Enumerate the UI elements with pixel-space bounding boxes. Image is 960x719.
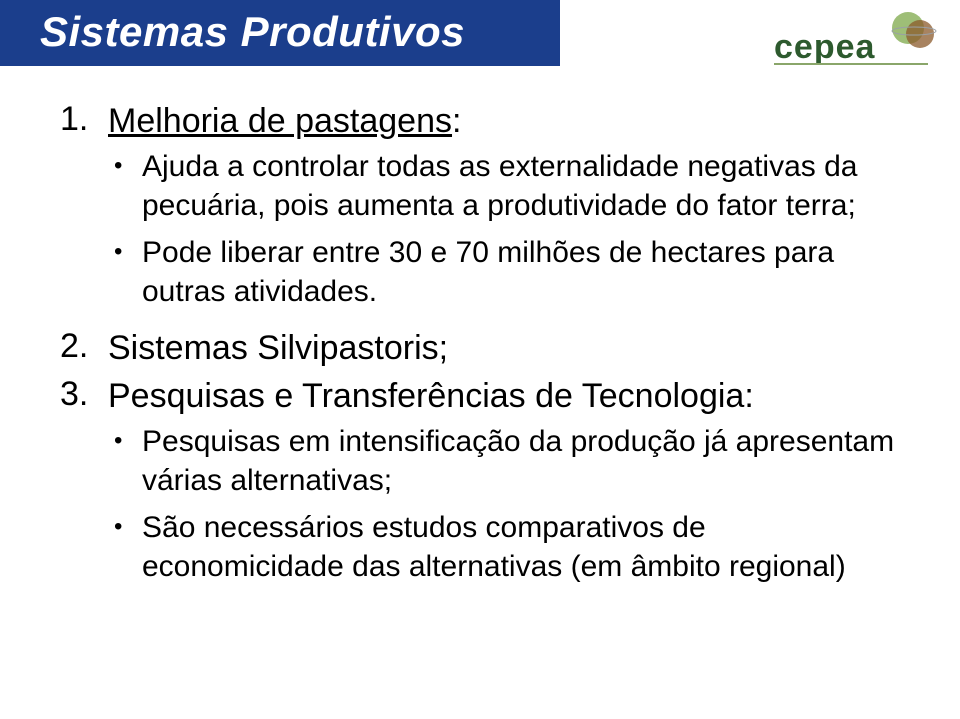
list-number: 2. <box>60 327 108 366</box>
globe-icon <box>892 12 936 48</box>
list-label: Sistemas Silvipastoris; <box>108 327 910 370</box>
sub-text: Ajuda a controlar todas as externalidade… <box>142 147 910 225</box>
list-item-3: 3. Pesquisas e Transferências de Tecnolo… <box>60 375 910 418</box>
sub-item: • Pode liberar entre 30 e 70 milhões de … <box>108 233 910 311</box>
sub-text: Pesquisas em intensificação da produção … <box>142 422 910 500</box>
list-item-2: 2. Sistemas Silvipastoris; <box>60 327 910 370</box>
cepea-logo: cepea <box>768 8 938 72</box>
list-label: Melhoria de pastagens: <box>108 100 910 143</box>
list-label-suffix: : <box>452 102 461 140</box>
list-number: 3. <box>60 375 108 414</box>
title-bar: Sistemas Produtivos <box>0 0 560 66</box>
sub-item: • Ajuda a controlar todas as externalida… <box>108 147 910 225</box>
sub-list-1: • Ajuda a controlar todas as externalida… <box>60 147 910 311</box>
bullet-icon: • <box>108 233 142 270</box>
bullet-icon: • <box>108 422 142 459</box>
bullet-icon: • <box>108 508 142 545</box>
slide-content: 1. Melhoria de pastagens: • Ajuda a cont… <box>0 66 960 586</box>
sub-text: São necessários estudos comparativos de … <box>142 508 910 586</box>
sub-item: • São necessários estudos comparativos d… <box>108 508 910 586</box>
logo-text: cepea <box>774 28 875 66</box>
list-label: Pesquisas e Transferências de Tecnologia… <box>108 375 910 418</box>
sub-list-3: • Pesquisas em intensificação da produçã… <box>60 422 910 586</box>
list-item-1: 1. Melhoria de pastagens: <box>60 100 910 143</box>
list-label-underlined: Melhoria de pastagens <box>108 102 452 140</box>
bullet-icon: • <box>108 147 142 184</box>
sub-item: • Pesquisas em intensificação da produçã… <box>108 422 910 500</box>
list-number: 1. <box>60 100 108 139</box>
sub-text: Pode liberar entre 30 e 70 milhões de he… <box>142 233 910 311</box>
slide-title: Sistemas Produtivos <box>40 8 465 55</box>
